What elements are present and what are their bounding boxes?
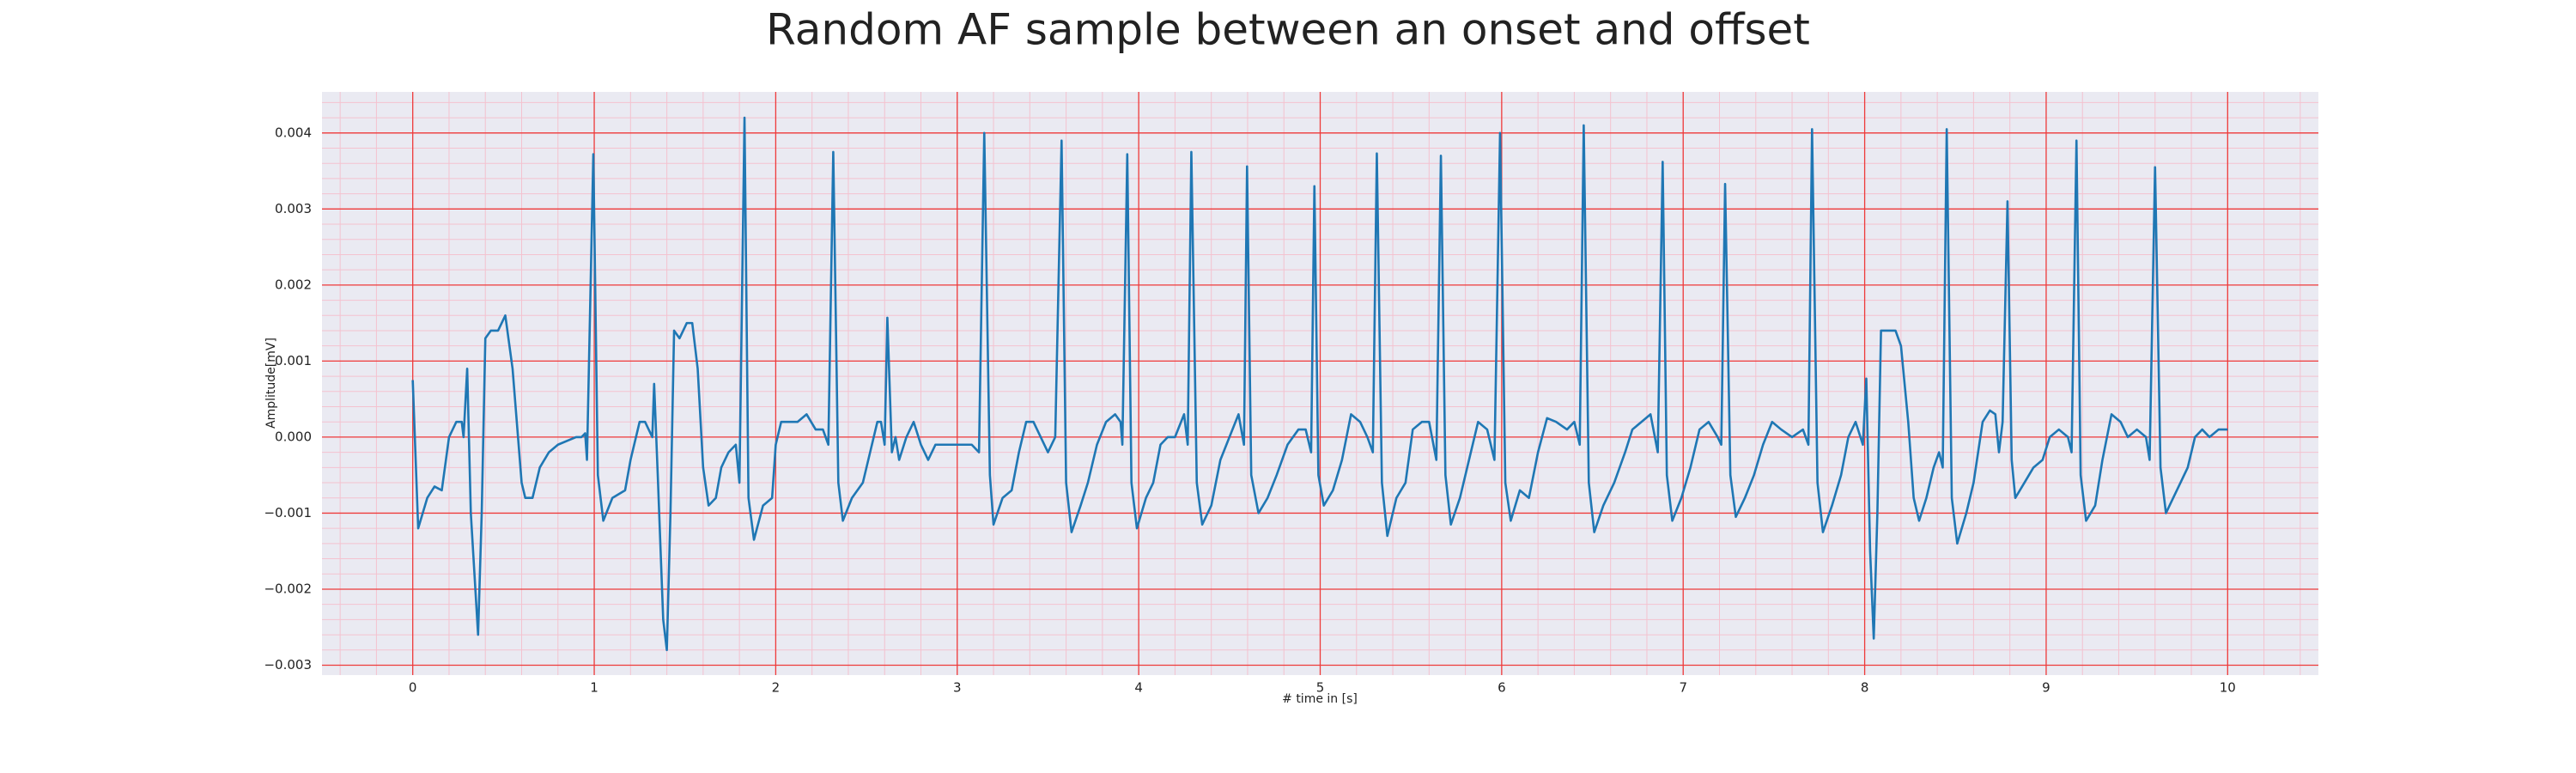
- y-tick-label: −0.003: [264, 657, 312, 673]
- y-tick-label: 0.001: [275, 353, 312, 368]
- y-axis-label: Amplitude[mV]: [264, 338, 278, 429]
- x-tick-label: 1: [590, 680, 598, 696]
- x-tick-label: 6: [1498, 680, 1506, 696]
- x-tick-label: 0: [409, 680, 417, 696]
- x-tick-label: 3: [953, 680, 962, 696]
- x-tick-label: 2: [772, 680, 781, 696]
- chart-title: Random AF sample between an onset and of…: [766, 5, 1810, 55]
- x-tick-label: 5: [1316, 680, 1325, 696]
- x-tick-label: 9: [2042, 680, 2050, 696]
- y-tick-label: 0.004: [275, 125, 312, 140]
- ecg-line: [411, 116, 2228, 652]
- y-tick-label: −0.002: [264, 581, 312, 596]
- y-tick-label: 0.002: [275, 277, 312, 292]
- y-tick-label: 0.000: [275, 429, 312, 444]
- x-tick-label: 4: [1134, 680, 1143, 696]
- x-tick-label: 10: [2220, 680, 2236, 696]
- y-tick-label: 0.003: [275, 201, 312, 216]
- y-tick-label: −0.001: [264, 505, 312, 520]
- x-tick-label: 7: [1679, 680, 1687, 696]
- x-axis-label: # time in [s]: [1282, 692, 1358, 706]
- x-tick-label: 8: [1861, 680, 1869, 696]
